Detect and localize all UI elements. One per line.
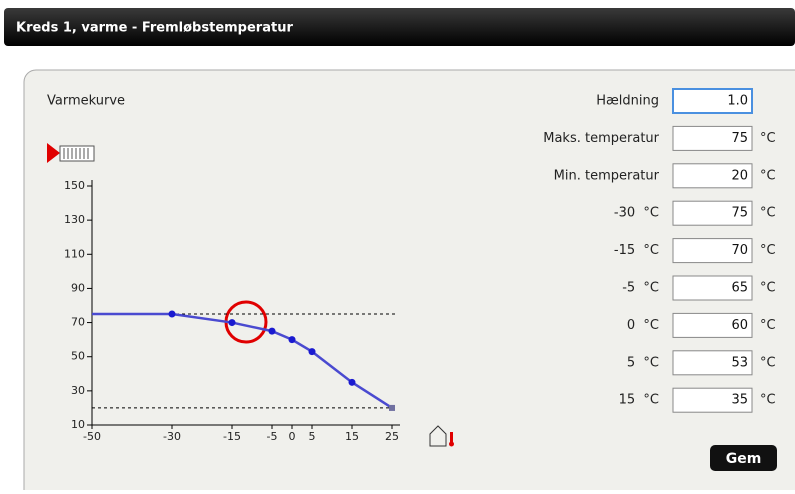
field-unit: °C xyxy=(760,131,776,146)
field-input[interactable] xyxy=(672,163,753,189)
field-label: 15 °C xyxy=(619,393,659,408)
x-tick-label: -30 xyxy=(163,430,181,443)
field-input[interactable] xyxy=(672,312,753,338)
field-input[interactable] xyxy=(672,200,753,226)
field-label: -5 °C xyxy=(622,281,659,296)
field-input[interactable] xyxy=(672,350,753,376)
y-tick-label: 10 xyxy=(71,418,85,431)
form: Hældning 1.0 Maks. temperatur 75 °C Min. temp… xyxy=(543,88,776,413)
curve xyxy=(92,312,393,409)
field-value: 35 xyxy=(731,393,748,408)
field-unit: °C xyxy=(760,281,776,296)
x-tick-label: -50 xyxy=(83,430,101,443)
y-tick-label: 110 xyxy=(64,247,85,260)
field-value: 65 xyxy=(731,281,748,296)
field-value: 20 xyxy=(731,168,748,183)
x-tick-label: 5 xyxy=(309,430,316,443)
field-label: -30 °C xyxy=(614,206,659,221)
field-label: Hældning xyxy=(596,94,659,109)
radiator-icon xyxy=(47,143,95,163)
curve-end xyxy=(389,404,395,411)
field-label: 0 °C xyxy=(627,318,659,333)
curve-point xyxy=(268,327,276,335)
y-tick-label: 130 xyxy=(64,213,85,226)
field-unit: °C xyxy=(760,393,776,408)
curve-point xyxy=(168,310,176,318)
save-button[interactable] xyxy=(710,445,777,471)
field-label: Min. temperatur xyxy=(554,168,660,183)
field-unit: °C xyxy=(760,206,776,221)
field-input[interactable] xyxy=(672,275,753,301)
x-tick-label: 15 xyxy=(345,430,359,443)
title: Kreds 1, varme - Fremløbstemperatur xyxy=(16,21,293,36)
title-bar xyxy=(4,8,795,46)
house-icon xyxy=(429,425,454,447)
field-unit: °C xyxy=(760,168,776,183)
curve-point xyxy=(288,336,296,344)
chart-title: Varmekurve xyxy=(47,94,125,109)
y-tick-label: 50 xyxy=(71,350,85,363)
y-tick-label: 150 xyxy=(64,179,85,192)
field-unit: °C xyxy=(760,318,776,333)
y-tick-label: 30 xyxy=(71,384,85,397)
curve-point xyxy=(348,378,356,386)
field-input[interactable] xyxy=(672,88,753,114)
x-tick-label: 25 xyxy=(385,430,399,443)
field-value: 60 xyxy=(731,318,748,333)
field-input[interactable] xyxy=(672,387,753,413)
field-input[interactable] xyxy=(672,125,753,151)
field-unit: °C xyxy=(760,243,776,258)
field-unit: °C xyxy=(760,355,776,370)
field-label: -15 °C xyxy=(614,243,659,258)
x-tick-label: 0 xyxy=(289,430,296,443)
field-value: 1.0 xyxy=(727,94,748,109)
save-button-label[interactable]: Gem xyxy=(726,451,762,467)
field-label: Maks. temperatur xyxy=(543,131,659,146)
y-tick-label: 70 xyxy=(71,316,85,329)
field-value: 75 xyxy=(731,131,748,146)
x-tick-label: -5 xyxy=(267,430,278,443)
x-tick-label: -15 xyxy=(223,430,241,443)
field-value: 70 xyxy=(731,243,748,258)
field-input[interactable] xyxy=(672,238,753,264)
y-tick-label: 90 xyxy=(71,281,85,294)
curve-point xyxy=(308,348,316,356)
curve-point xyxy=(228,319,236,327)
field-label: 5 °C xyxy=(627,355,659,370)
panel xyxy=(23,69,795,494)
field-value: 53 xyxy=(731,355,748,370)
field-value: 75 xyxy=(731,206,748,221)
